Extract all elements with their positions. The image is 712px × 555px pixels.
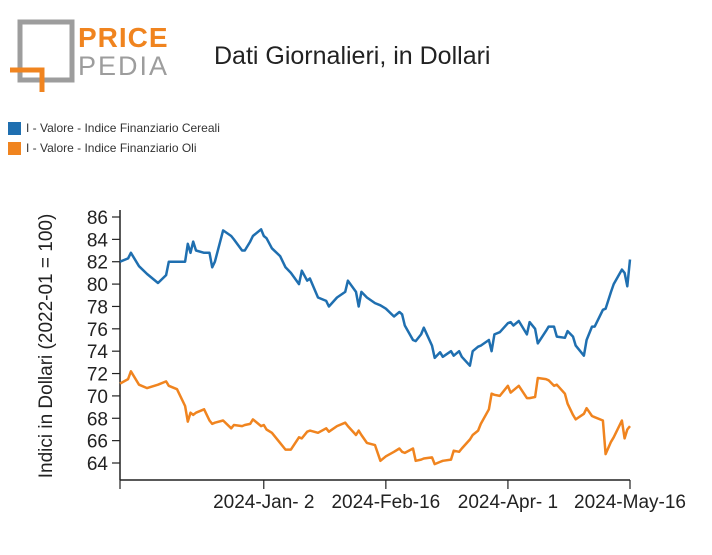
y-tick-label: 72 <box>87 365 108 386</box>
y-tick-label: 64 <box>87 454 109 475</box>
y-tick-label: 86 <box>87 208 108 229</box>
pricepedia-logo: PRICE PEDIA <box>10 19 168 92</box>
x-tick-label: 2024-May-16 <box>574 492 686 513</box>
y-axis-title: Indici in Dollari (2022-01 = 100) <box>36 214 57 479</box>
y-tick-label: 74 <box>87 342 109 363</box>
y-tick-label: 82 <box>87 253 108 274</box>
x-tick-label: 2024-Jan- 2 <box>213 492 314 513</box>
y-tick-label: 76 <box>87 320 108 341</box>
legend-swatch-cereali <box>8 121 21 135</box>
chart-title: Dati Giornalieri, in Dollari <box>214 42 491 70</box>
x-tick-label: 2024-Apr- 1 <box>458 492 558 513</box>
x-ticks: 2024-Jan- 2 2024-Feb-16 2024-Apr- 1 2024-Ma… <box>119 480 686 513</box>
legend-label-cereali: I - Valore - Indice Finanziario Cereali <box>26 121 220 135</box>
logo-mark-gray <box>17 19 75 83</box>
y-tick-label: 70 <box>87 387 108 408</box>
y-tick-label: 84 <box>87 230 109 251</box>
legend: I - Valore - Indice Finanziario Cereali … <box>8 118 220 158</box>
logo-text-pedia: PEDIA <box>78 51 168 81</box>
series-lines <box>119 228 632 466</box>
logo-mark-orange <box>10 67 45 92</box>
series-line-oli <box>119 370 631 466</box>
y-tick-label: 80 <box>87 275 108 296</box>
y-tick-label: 78 <box>87 297 108 318</box>
series-line-cereali <box>119 228 632 367</box>
logo-text-price: PRICE <box>78 22 168 53</box>
legend-swatch-oli <box>8 141 21 155</box>
y-tick-label: 68 <box>87 409 108 430</box>
legend-item-cereali[interactable]: I - Valore - Indice Finanziario Cereali <box>8 118 220 138</box>
legend-item-oli[interactable]: I - Valore - Indice Finanziario Oli <box>8 138 220 158</box>
legend-label-oli: I - Valore - Indice Finanziario Oli <box>26 141 197 155</box>
y-tick-label: 66 <box>87 432 108 453</box>
x-tick-label: 2024-Feb-16 <box>331 492 440 513</box>
